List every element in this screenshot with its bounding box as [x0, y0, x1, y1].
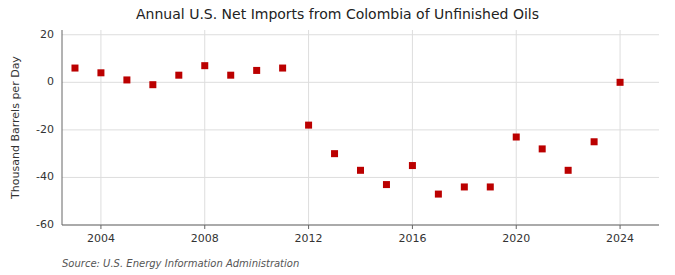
- y-tick-label: -60: [36, 218, 54, 231]
- x-grid-line: [204, 30, 205, 225]
- y-grid-line: [62, 225, 659, 226]
- point: [383, 181, 390, 188]
- y-tick-label: -20: [36, 123, 54, 136]
- y-grid-line: [62, 34, 659, 35]
- point: [279, 65, 286, 72]
- x-tick-label: 2008: [191, 232, 219, 245]
- point: [305, 122, 312, 129]
- x-tick-label: 2004: [87, 232, 115, 245]
- x-tick-label: 2012: [295, 232, 323, 245]
- point: [175, 72, 182, 79]
- point: [201, 62, 208, 69]
- x-tick-mark: [100, 225, 101, 229]
- x-grid-line: [620, 30, 621, 225]
- y-grid-line: [62, 177, 659, 178]
- x-grid-line: [100, 30, 101, 225]
- point: [513, 134, 520, 141]
- chart-container: -60 -40 -20 0 20 2004 2008 2012 2016 2020 2024 Annu…: [0, 0, 675, 275]
- source-note: Source: U.S. Energy Information Administ…: [62, 258, 299, 269]
- point: [487, 183, 494, 190]
- x-tick-mark: [308, 225, 309, 229]
- point: [253, 67, 260, 74]
- point: [409, 162, 416, 169]
- y-axis-line: [62, 30, 63, 225]
- chart-svg: -60 -40 -20 0 20 2004 2008 2012 2016 2020 2024 Annu…: [0, 0, 675, 275]
- x-tick-mark: [412, 225, 413, 229]
- point: [357, 167, 364, 174]
- point: [71, 65, 78, 72]
- x-tick-mark: [620, 225, 621, 229]
- point: [565, 167, 572, 174]
- point: [331, 150, 338, 157]
- y-tick-label: 20: [40, 28, 54, 41]
- x-tick-label: 2020: [502, 232, 530, 245]
- x-tick-label: 2016: [398, 232, 426, 245]
- point: [617, 79, 624, 86]
- points: [71, 62, 623, 197]
- x-axis-line: [62, 225, 659, 226]
- y-tick-label: 0: [47, 75, 54, 88]
- y-grid-line: [62, 129, 659, 130]
- point: [123, 76, 130, 83]
- y-tick-label: -40: [36, 170, 54, 183]
- point: [97, 69, 104, 76]
- x-grid-line: [516, 30, 517, 225]
- x-tick-mark: [204, 225, 205, 229]
- x-grid-line: [412, 30, 413, 225]
- point: [539, 145, 546, 152]
- point: [461, 183, 468, 190]
- title: Annual U.S. Net Imports from Colombia of…: [136, 6, 539, 22]
- point: [149, 81, 156, 88]
- point: [227, 72, 234, 79]
- y-axis-label: Thousand Barrels per Day: [9, 56, 22, 200]
- point: [591, 138, 598, 145]
- x-tick-mark: [516, 225, 517, 229]
- grid: [62, 30, 659, 225]
- point: [435, 191, 442, 198]
- x-tick-label: 2024: [606, 232, 634, 245]
